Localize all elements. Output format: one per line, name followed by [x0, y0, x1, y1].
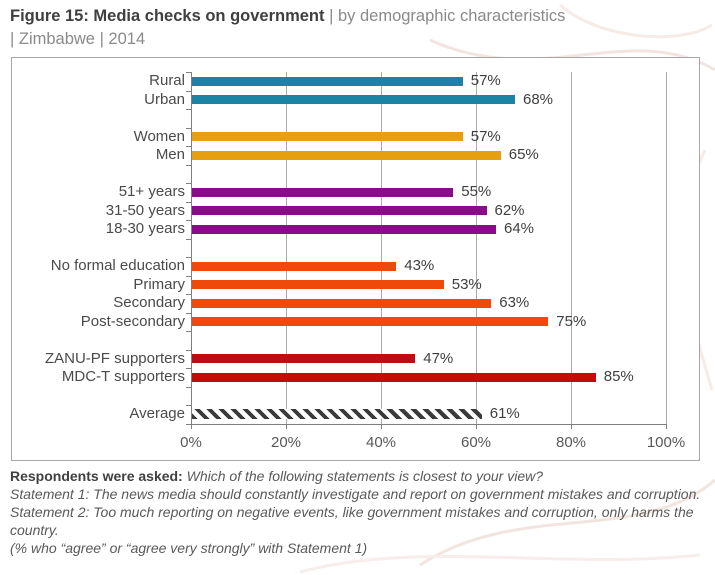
x-axis-tick-100	[666, 423, 667, 429]
value-label-no-formal-education: 43%	[404, 257, 435, 274]
x-axis-line	[191, 423, 667, 425]
y-axis-tick	[186, 331, 191, 332]
gridline-100	[666, 72, 667, 424]
category-label-secondary: Secondary	[113, 294, 185, 311]
x-axis-label-20: 20%	[270, 433, 302, 451]
y-axis-tick	[186, 294, 191, 295]
y-axis-tick	[186, 386, 191, 388]
value-label-post-secondary: 75%	[556, 312, 587, 330]
y-axis-tick	[186, 238, 191, 240]
category-label-women: Women	[133, 127, 185, 145]
figure-title: Figure 15: Media checks on government | …	[10, 5, 707, 51]
value-label-women: 57%	[470, 127, 501, 145]
y-axis-tick	[186, 368, 191, 369]
x-axis-label-80: 80%	[555, 433, 587, 451]
bar-mdc-t-supporters	[192, 372, 596, 382]
figure-title-line1: Figure 15: Media checks on government | …	[10, 5, 707, 28]
bar-men	[192, 150, 501, 160]
y-axis-tick	[186, 349, 191, 351]
value-label-31-50-years: 62%	[494, 201, 525, 219]
value-label-rural: 57%	[470, 72, 501, 89]
x-axis-tick-40	[381, 423, 382, 429]
bar-18-30-years	[192, 224, 496, 234]
category-label-zanu-pf-supporters: ZANU-PF supporters	[44, 349, 185, 367]
y-axis-tick	[186, 146, 191, 147]
footnote-lead-rest: Which of the following statements is clo…	[182, 468, 544, 484]
value-label-mdc-t-supporters: 85%	[603, 368, 634, 385]
value-label-men: 65%	[508, 146, 539, 163]
y-axis-tick	[186, 201, 191, 203]
bar-post-secondary	[192, 317, 549, 327]
value-label-secondary: 63%	[499, 294, 530, 311]
y-axis-line	[191, 72, 192, 424]
bar-average	[192, 409, 482, 420]
bar-zanu-pf-supporters	[192, 354, 416, 364]
x-axis-tick-60	[476, 423, 477, 429]
bar-urban	[192, 95, 515, 105]
y-axis-tick	[186, 220, 191, 221]
y-axis-tick	[186, 312, 191, 314]
figure-title-subtitle: | by demographic characteristics	[324, 7, 566, 25]
footnote-lead-bold: Respondents were asked:	[10, 468, 183, 484]
value-label-zanu-pf-supporters: 47%	[423, 349, 454, 367]
gridline-60	[476, 72, 477, 424]
category-label-urban: Urban	[144, 90, 185, 108]
y-axis-tick	[186, 72, 191, 73]
y-axis-tick	[186, 109, 191, 110]
y-axis-tick	[186, 423, 191, 425]
gridline-20	[286, 72, 287, 424]
bar-rural	[192, 76, 463, 86]
y-axis-tick	[186, 183, 191, 184]
bar-no-formal-education	[192, 261, 397, 271]
category-label-average: Average	[129, 405, 185, 422]
footnote: Respondents were asked: Which of the fol…	[10, 467, 710, 557]
y-axis-tick	[186, 257, 191, 258]
figure-title-bold: Figure 15: Media checks on government	[10, 7, 325, 25]
bar-51-years	[192, 187, 454, 197]
x-axis-tick-80	[571, 423, 572, 429]
bar-women	[192, 132, 463, 142]
value-label-18-30-years: 64%	[504, 220, 535, 237]
category-label-31-50-years: 31-50 years	[105, 201, 185, 219]
footnote-measure-note: (% who “agree” or “agree very strongly” …	[10, 540, 368, 556]
footnote-statement-1: Statement 1: The news media should const…	[10, 486, 701, 502]
y-axis-tick	[186, 90, 191, 92]
gridline-80	[571, 72, 572, 424]
value-label-primary: 53%	[451, 275, 482, 293]
y-axis-tick	[186, 127, 191, 129]
x-axis-label-0: 0%	[180, 433, 202, 451]
x-axis-label-60: 60%	[460, 433, 492, 451]
y-axis-tick	[186, 405, 191, 406]
value-label-urban: 68%	[523, 90, 554, 108]
category-label-post-secondary: Post-secondary	[80, 312, 185, 330]
x-axis-tick-0	[191, 423, 192, 429]
value-label-51-years: 55%	[461, 183, 492, 200]
bar-31-50-years	[192, 206, 487, 216]
category-label-18-30-years: 18-30 years	[105, 220, 185, 237]
category-label-51-years: 51+ years	[118, 183, 185, 200]
value-label-average: 61%	[489, 405, 520, 422]
x-axis-label-100: 100%	[646, 433, 686, 451]
chart-area: 0% 20% 40% 60% 80% 100% Rural 57% Urban 68% Women 5…	[11, 57, 700, 461]
gridline-40	[381, 72, 382, 424]
bar-primary	[192, 280, 444, 290]
bar-secondary	[192, 298, 492, 308]
category-label-no-formal-education: No formal education	[50, 257, 185, 274]
x-axis-label-40: 40%	[365, 433, 397, 451]
x-axis-tick-20	[286, 423, 287, 429]
y-axis-tick	[186, 275, 191, 277]
footnote-statement-2: Statement 2: Too much reporting on negat…	[10, 504, 694, 538]
category-label-rural: Rural	[149, 72, 185, 89]
category-label-mdc-t-supporters: MDC-T supporters	[61, 368, 185, 385]
figure-title-line2: | Zimbabwe | 2014	[10, 30, 146, 48]
category-label-men: Men	[155, 146, 185, 163]
category-label-primary: Primary	[133, 275, 185, 293]
y-axis-tick	[186, 164, 191, 166]
